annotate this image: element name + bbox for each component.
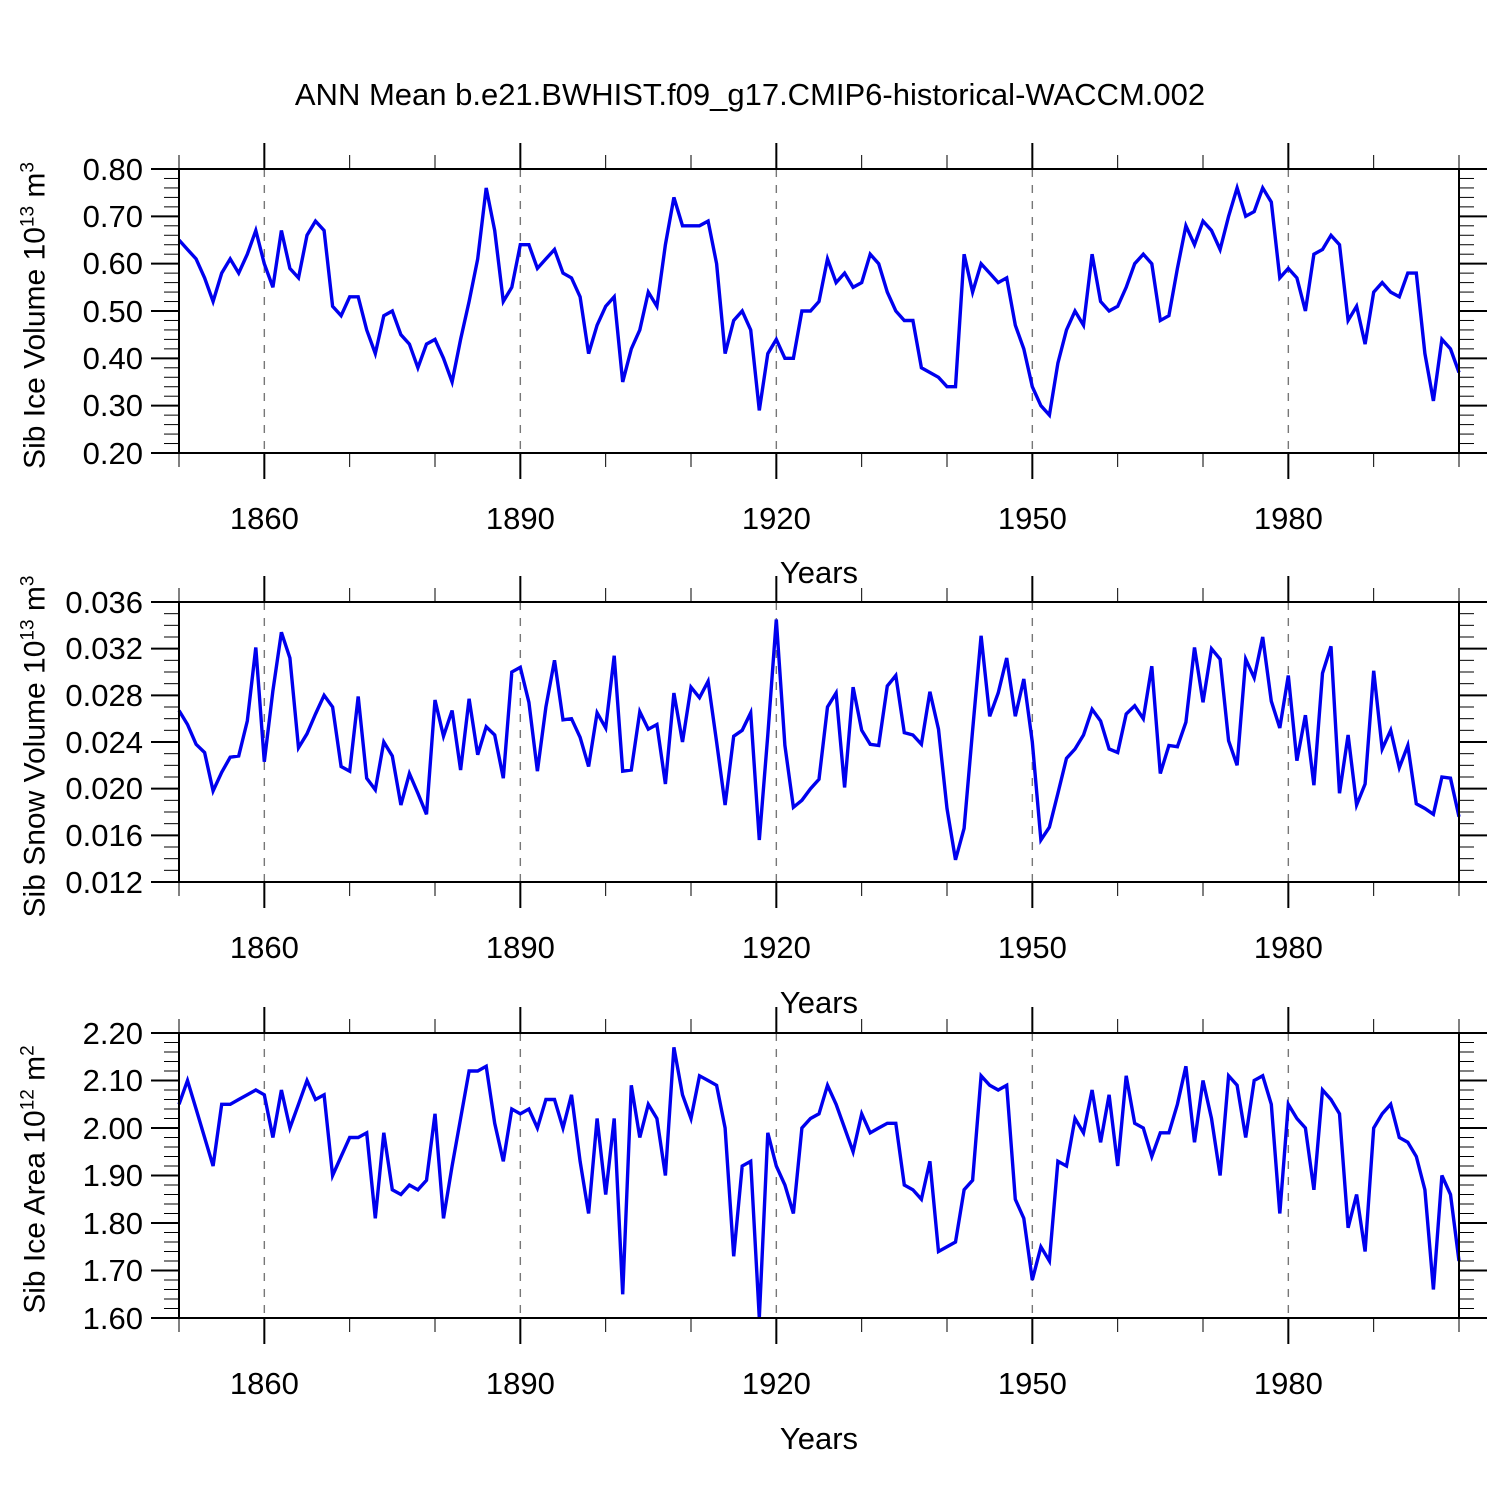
x-tick-label: 1890	[485, 1366, 555, 1401]
y-tick-label: 1.90	[82, 1158, 143, 1193]
x-axis-title: Years	[779, 1421, 859, 1456]
y-tick-label: 0.20	[82, 435, 143, 471]
sib-snow-volume-plot	[151, 576, 1487, 908]
unit-exponent: 3	[17, 575, 39, 587]
y-tick-label: 0.016	[65, 817, 143, 853]
sib-ice-volume-series-line	[177, 182, 1461, 419]
x-tick-label: 1860	[229, 1366, 299, 1401]
y-tick-label: 0.80	[82, 151, 143, 187]
x-tick-label: 1890	[485, 501, 555, 536]
y-tick-label: 0.032	[65, 631, 143, 667]
page-title: ANN Mean b.e21.BWHIST.f09_g17.CMIP6-hist…	[294, 77, 1206, 112]
y-tick-label: 1.60	[82, 1300, 143, 1336]
x-axis-title: Years	[779, 555, 859, 590]
sib-ice-volume-plot	[151, 143, 1487, 479]
x-tick-label: 1920	[741, 501, 811, 536]
y-tick-label: 0.70	[82, 198, 143, 234]
x-axis-title: Years	[779, 985, 859, 1020]
sib-snow-volume-series-line	[177, 619, 1461, 861]
sib-ice-area-series-line	[177, 1046, 1461, 1319]
x-tick-label: 1920	[741, 930, 811, 965]
y-tick-label: 0.036	[65, 584, 143, 620]
x-tick-label: 1890	[485, 930, 555, 965]
plot-frame	[178, 601, 1460, 883]
y-tick-label: 2.10	[82, 1063, 143, 1098]
plot-frame	[178, 168, 1460, 454]
y-tick-label: 1.80	[82, 1205, 143, 1241]
x-tick-label: 1980	[1253, 930, 1323, 965]
y-tick-label: 0.50	[82, 293, 143, 329]
x-tick-label: 1950	[997, 1366, 1067, 1401]
x-tick-label: 1860	[229, 501, 299, 536]
y-tick-label: 2.20	[82, 1015, 143, 1051]
x-tick-label: 1860	[229, 930, 299, 965]
x-tick-label: 1950	[997, 930, 1067, 965]
y-tick-label: 0.024	[65, 724, 143, 760]
sib-ice-area-plot	[151, 1007, 1487, 1344]
x-tick-label: 1950	[997, 501, 1067, 536]
x-tick-label: 1980	[1253, 501, 1323, 536]
x-tick-label: 1920	[741, 1366, 811, 1401]
y-tick-label: 2.00	[82, 1110, 143, 1146]
y-tick-label: 0.020	[65, 771, 143, 807]
y-tick-label: 0.40	[82, 340, 143, 376]
y-tick-label: 0.012	[65, 864, 143, 900]
y-tick-label: 1.70	[82, 1253, 143, 1288]
x-tick-label: 1980	[1253, 1366, 1323, 1401]
y-tick-label: 0.028	[65, 677, 143, 713]
y-tick-label: 0.60	[82, 246, 143, 282]
y-tick-label: 0.30	[82, 388, 143, 424]
